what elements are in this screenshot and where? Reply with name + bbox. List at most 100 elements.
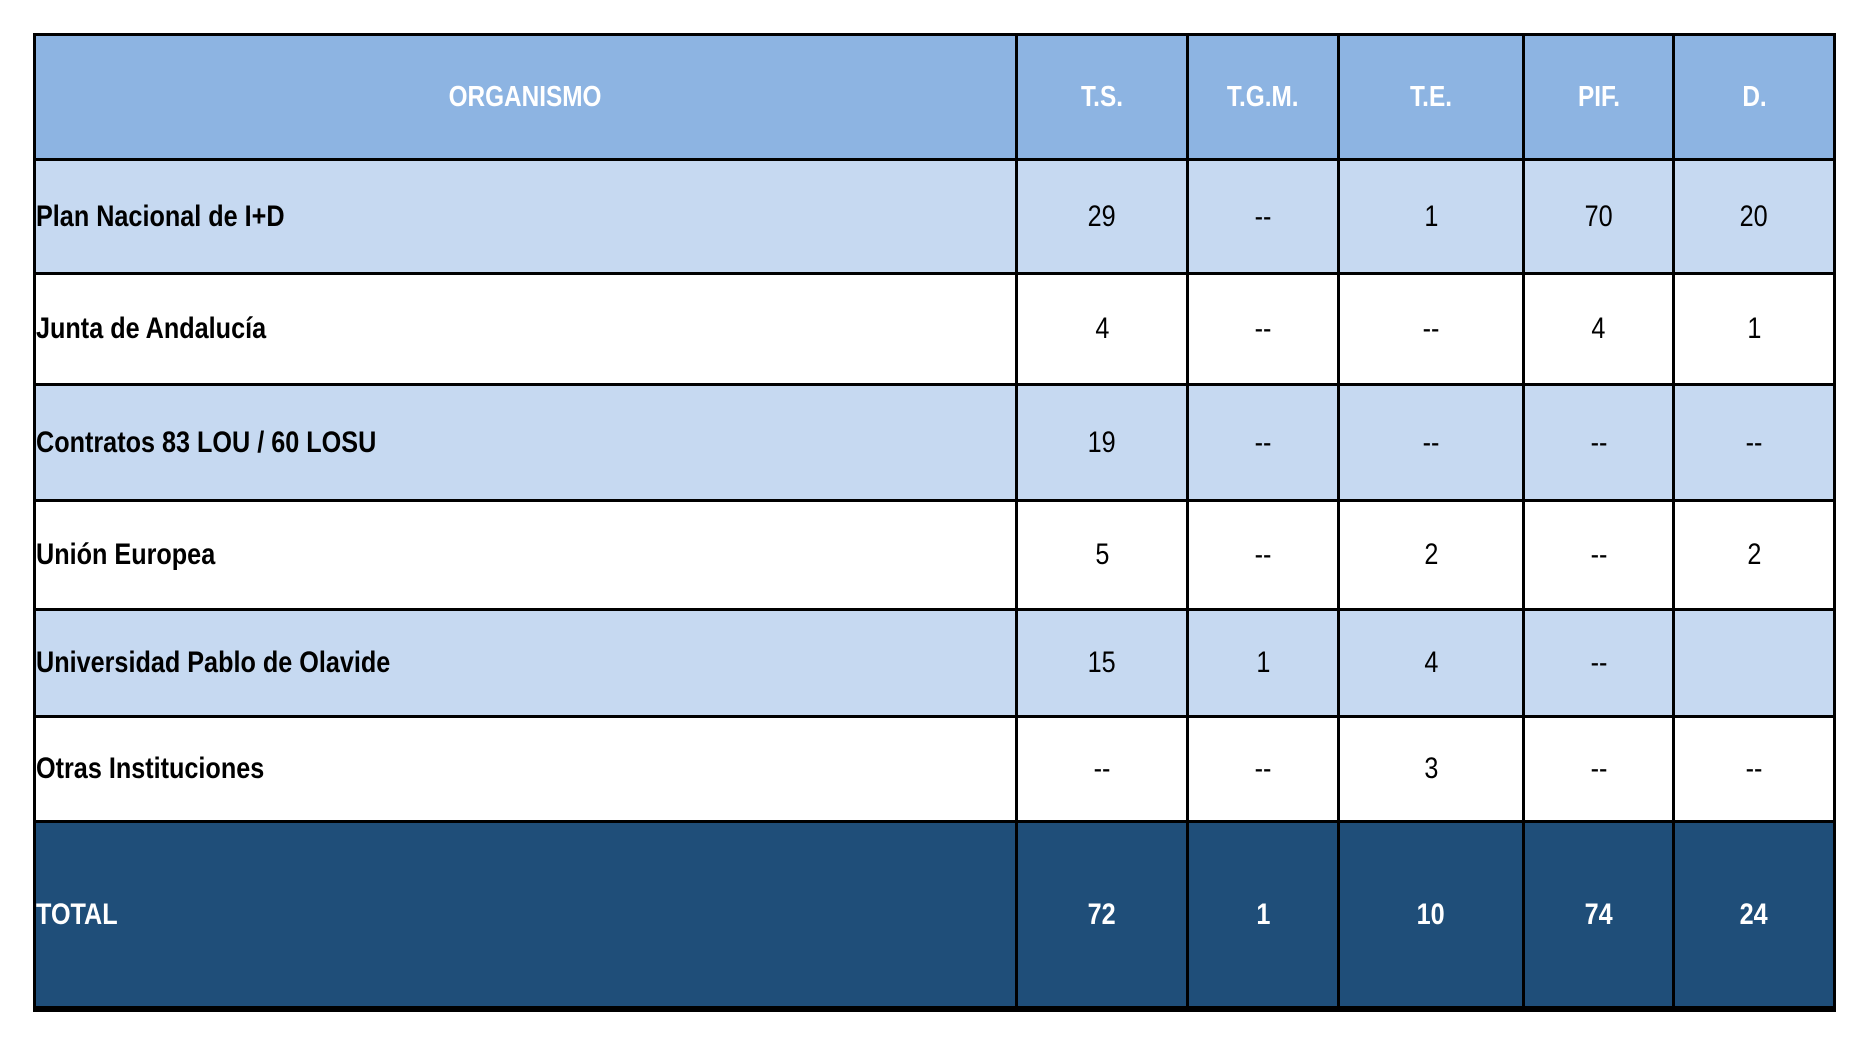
- column-header-tgm: T.G.M.: [1186, 33, 1340, 161]
- column-header-organismo: ORGANISMO: [33, 33, 1018, 161]
- cell-value: 2: [1746, 538, 1762, 572]
- cell-value: 4: [1423, 645, 1439, 679]
- cell-tgm: --: [1186, 382, 1340, 503]
- row-label: Junta de Andalucía: [33, 272, 1018, 386]
- cell-value: --: [1590, 538, 1607, 572]
- table-row-plan-nacional: Plan Nacional de I+D 29 -- 1 70 20: [33, 157, 1836, 276]
- cell-pif: 4: [1522, 272, 1675, 386]
- table-row-contratos: Contratos 83 LOU / 60 LOSU 19 -- -- -- -…: [33, 382, 1836, 503]
- cell-ts: 15: [1015, 607, 1189, 719]
- total-value: 72: [1087, 897, 1117, 931]
- cell-te: 1: [1337, 157, 1525, 276]
- row-label-text: Unión Europea: [36, 538, 216, 572]
- cell-value: --: [1590, 645, 1607, 679]
- cell-value: 1: [1255, 645, 1271, 679]
- cell-value: --: [1745, 752, 1763, 786]
- cell-te: 2: [1337, 499, 1525, 611]
- cell-d-empty: [1672, 607, 1836, 719]
- cell-value: 5: [1094, 538, 1110, 572]
- organismo-table: ORGANISMO T.S. T.G.M. T.E. PIF. D. Plan …: [33, 33, 1836, 1012]
- row-label: Otras Instituciones: [33, 715, 1018, 824]
- total-value: 1: [1255, 897, 1271, 931]
- total-pif: 74: [1522, 820, 1675, 1011]
- column-header-label: ORGANISMO: [449, 80, 602, 113]
- table-row-union-europea: Unión Europea 5 -- 2 -- 2: [33, 499, 1836, 611]
- cell-pif: 70: [1522, 157, 1675, 276]
- cell-tgm: --: [1186, 272, 1340, 386]
- cell-value: 15: [1087, 645, 1117, 679]
- row-label: Contratos 83 LOU / 60 LOSU: [33, 382, 1018, 503]
- total-value: 10: [1416, 897, 1446, 931]
- total-tgm: 1: [1186, 820, 1340, 1011]
- cell-tgm: --: [1186, 157, 1340, 276]
- cell-value: 20: [1739, 199, 1769, 233]
- column-header-label: T.G.M.: [1227, 80, 1299, 113]
- cell-value: 1: [1746, 312, 1762, 346]
- column-header-label: T.E.: [1410, 80, 1452, 113]
- cell-te: --: [1337, 382, 1525, 503]
- cell-tgm: --: [1186, 715, 1340, 824]
- row-label-text: Otras Instituciones: [36, 752, 265, 786]
- cell-ts: 19: [1015, 382, 1189, 503]
- cell-value: --: [1590, 752, 1607, 786]
- cell-value: --: [1254, 752, 1272, 786]
- cell-value: 2: [1423, 538, 1439, 572]
- row-label: Universidad Pablo de Olavide: [33, 607, 1018, 719]
- cell-tgm: 1: [1186, 607, 1340, 719]
- total-label: TOTAL: [33, 820, 1018, 1011]
- table-row-junta-andalucia: Junta de Andalucía 4 -- -- 4 1: [33, 272, 1836, 386]
- column-header-ts: T.S.: [1015, 33, 1189, 161]
- row-label-text: Universidad Pablo de Olavide: [36, 645, 391, 679]
- cell-d: 2: [1672, 499, 1836, 611]
- total-label-text: TOTAL: [36, 897, 118, 931]
- table-row-otras-instituciones: Otras Instituciones -- -- 3 -- --: [33, 715, 1836, 824]
- column-header-label: D.: [1741, 80, 1767, 113]
- cell-value: 19: [1087, 425, 1117, 459]
- cell-d: 1: [1672, 272, 1836, 386]
- column-header-label: T.S.: [1081, 80, 1123, 113]
- column-header-label: PIF.: [1577, 80, 1620, 113]
- cell-pif: --: [1522, 607, 1675, 719]
- cell-value: --: [1422, 425, 1440, 459]
- cell-ts: --: [1015, 715, 1189, 824]
- cell-value: --: [1254, 312, 1272, 346]
- row-label: Unión Europea: [33, 499, 1018, 611]
- total-te: 10: [1337, 820, 1525, 1011]
- cell-value: --: [1254, 425, 1272, 459]
- cell-value: --: [1254, 199, 1272, 233]
- total-value: 24: [1739, 897, 1769, 931]
- row-label-text: Plan Nacional de I+D: [36, 199, 285, 233]
- cell-d: 20: [1672, 157, 1836, 276]
- cell-value: --: [1745, 425, 1763, 459]
- cell-tgm: --: [1186, 499, 1340, 611]
- cell-value: --: [1590, 425, 1607, 459]
- cell-value: --: [1254, 538, 1272, 572]
- row-label: Plan Nacional de I+D: [33, 157, 1018, 276]
- cell-ts: 5: [1015, 499, 1189, 611]
- cell-value: --: [1093, 752, 1111, 786]
- cell-pif: --: [1522, 715, 1675, 824]
- table-header-row: ORGANISMO T.S. T.G.M. T.E. PIF. D.: [33, 33, 1836, 161]
- cell-ts: 29: [1015, 157, 1189, 276]
- cell-pif: --: [1522, 382, 1675, 503]
- cell-value: 4: [1591, 312, 1606, 346]
- cell-te: 4: [1337, 607, 1525, 719]
- cell-value: 1: [1423, 199, 1439, 233]
- total-value: 74: [1584, 897, 1613, 931]
- column-header-te: T.E.: [1337, 33, 1525, 161]
- column-header-d: D.: [1672, 33, 1836, 161]
- cell-value: 70: [1584, 199, 1613, 233]
- cell-te: 3: [1337, 715, 1525, 824]
- cell-value: 4: [1094, 312, 1110, 346]
- cell-value: 3: [1423, 752, 1439, 786]
- cell-d: --: [1672, 715, 1836, 824]
- table-total-row: TOTAL 72 1 10 74 24: [33, 820, 1836, 1011]
- cell-pif: --: [1522, 499, 1675, 611]
- total-d: 24: [1672, 820, 1836, 1011]
- cell-value: 29: [1087, 199, 1117, 233]
- cell-value: --: [1422, 312, 1440, 346]
- cell-ts: 4: [1015, 272, 1189, 386]
- row-label-text: Junta de Andalucía: [36, 312, 267, 346]
- cell-d: --: [1672, 382, 1836, 503]
